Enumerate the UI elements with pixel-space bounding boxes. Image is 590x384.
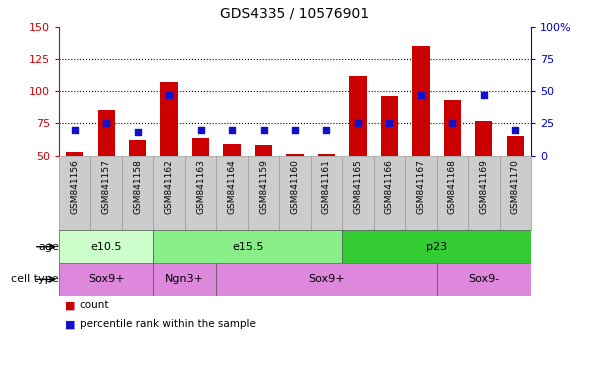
Text: GSM841156: GSM841156 bbox=[70, 159, 79, 214]
Text: percentile rank within the sample: percentile rank within the sample bbox=[80, 319, 255, 329]
Text: Sox9+: Sox9+ bbox=[308, 274, 345, 285]
Text: GSM841163: GSM841163 bbox=[196, 159, 205, 214]
Bar bbox=[318, 154, 335, 156]
FancyBboxPatch shape bbox=[311, 156, 342, 230]
Bar bbox=[66, 152, 83, 156]
Bar bbox=[444, 100, 461, 156]
Bar bbox=[97, 111, 115, 156]
Text: ■: ■ bbox=[65, 300, 76, 310]
Bar bbox=[412, 46, 430, 156]
FancyBboxPatch shape bbox=[342, 156, 373, 230]
FancyBboxPatch shape bbox=[373, 156, 405, 230]
Point bbox=[259, 127, 268, 133]
FancyBboxPatch shape bbox=[185, 156, 217, 230]
Bar bbox=[192, 137, 209, 156]
Point bbox=[290, 127, 300, 133]
FancyBboxPatch shape bbox=[405, 156, 437, 230]
FancyBboxPatch shape bbox=[500, 156, 531, 230]
Text: GSM841168: GSM841168 bbox=[448, 159, 457, 214]
Text: count: count bbox=[80, 300, 109, 310]
Point bbox=[510, 127, 520, 133]
FancyBboxPatch shape bbox=[59, 230, 153, 263]
Text: e15.5: e15.5 bbox=[232, 242, 264, 252]
Point bbox=[165, 92, 174, 98]
Text: GSM841160: GSM841160 bbox=[290, 159, 300, 214]
FancyBboxPatch shape bbox=[217, 156, 248, 230]
Point bbox=[196, 127, 205, 133]
Point bbox=[448, 120, 457, 126]
Text: Sox9+: Sox9+ bbox=[88, 274, 124, 285]
Bar bbox=[160, 82, 178, 156]
Bar bbox=[286, 154, 304, 156]
FancyBboxPatch shape bbox=[248, 156, 279, 230]
FancyBboxPatch shape bbox=[437, 156, 468, 230]
Text: GSM841166: GSM841166 bbox=[385, 159, 394, 214]
FancyBboxPatch shape bbox=[59, 263, 153, 296]
Bar bbox=[381, 96, 398, 156]
Point bbox=[322, 127, 331, 133]
Text: p23: p23 bbox=[426, 242, 447, 252]
Text: GSM841159: GSM841159 bbox=[259, 159, 268, 214]
Text: GSM841157: GSM841157 bbox=[101, 159, 111, 214]
Text: GDS4335 / 10576901: GDS4335 / 10576901 bbox=[221, 7, 369, 20]
Bar bbox=[224, 144, 241, 156]
Point bbox=[479, 92, 489, 98]
Point bbox=[416, 92, 425, 98]
FancyBboxPatch shape bbox=[437, 263, 531, 296]
Text: GSM841161: GSM841161 bbox=[322, 159, 331, 214]
Bar bbox=[349, 76, 366, 156]
Bar bbox=[475, 121, 493, 156]
Point bbox=[101, 120, 111, 126]
FancyBboxPatch shape bbox=[59, 156, 90, 230]
Text: ■: ■ bbox=[65, 319, 76, 329]
FancyBboxPatch shape bbox=[153, 156, 185, 230]
Text: age: age bbox=[38, 242, 59, 252]
FancyBboxPatch shape bbox=[90, 156, 122, 230]
FancyBboxPatch shape bbox=[217, 263, 437, 296]
Point bbox=[353, 120, 363, 126]
FancyBboxPatch shape bbox=[153, 230, 342, 263]
Text: GSM841158: GSM841158 bbox=[133, 159, 142, 214]
FancyBboxPatch shape bbox=[279, 156, 311, 230]
FancyBboxPatch shape bbox=[153, 263, 217, 296]
FancyBboxPatch shape bbox=[122, 156, 153, 230]
Text: GSM841169: GSM841169 bbox=[479, 159, 489, 214]
Text: Ngn3+: Ngn3+ bbox=[165, 274, 204, 285]
Bar bbox=[129, 140, 146, 156]
Text: GSM841164: GSM841164 bbox=[228, 159, 237, 214]
FancyBboxPatch shape bbox=[468, 156, 500, 230]
Text: Sox9-: Sox9- bbox=[468, 274, 499, 285]
Text: GSM841165: GSM841165 bbox=[353, 159, 362, 214]
Text: GSM841162: GSM841162 bbox=[165, 159, 173, 214]
Point bbox=[70, 127, 80, 133]
Text: cell type: cell type bbox=[11, 274, 59, 285]
Bar bbox=[507, 136, 524, 156]
Point bbox=[227, 127, 237, 133]
Point bbox=[133, 129, 142, 136]
Bar bbox=[255, 145, 272, 156]
Text: e10.5: e10.5 bbox=[90, 242, 122, 252]
Text: GSM841170: GSM841170 bbox=[511, 159, 520, 214]
FancyBboxPatch shape bbox=[342, 230, 531, 263]
Text: GSM841167: GSM841167 bbox=[417, 159, 425, 214]
Point bbox=[385, 120, 394, 126]
